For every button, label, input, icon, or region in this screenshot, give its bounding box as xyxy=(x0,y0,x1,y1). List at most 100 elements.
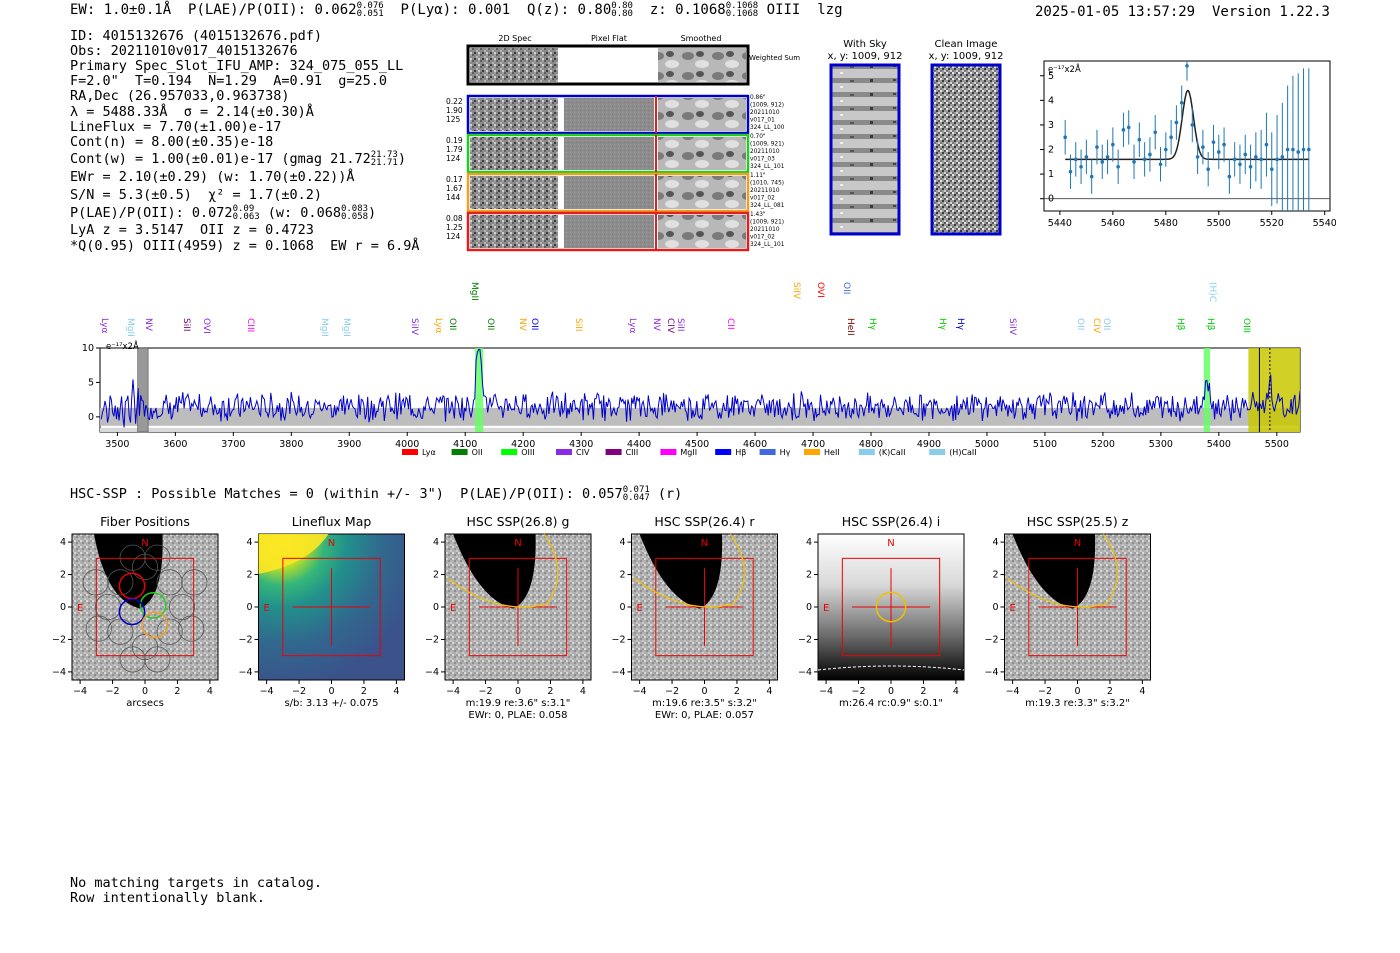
zoom-data-point xyxy=(1259,157,1263,162)
panel-y-tick-label: −4 xyxy=(798,667,812,678)
line-label: NV xyxy=(517,318,527,332)
panel-y-tick-label: 2 xyxy=(619,570,625,581)
zoom-data-point xyxy=(1185,64,1189,68)
legend-label: (K)CaII xyxy=(879,448,906,457)
ellipse-aperture xyxy=(446,533,559,608)
spectrum-x-tick-label: 4300 xyxy=(569,439,593,450)
image-panel: Lineflux Map N E −4 −4 −2 −2 0 0 2 2 4 4 s/b: 3.13 +/… xyxy=(238,514,405,709)
panel-x-tick-label: −4 xyxy=(446,686,460,697)
compass-north: N xyxy=(887,538,894,549)
line-label: Lyα xyxy=(99,318,109,334)
legend-swatch xyxy=(501,449,518,455)
panel-x-tick-label: 4 xyxy=(953,686,959,697)
with-sky-image xyxy=(829,63,901,236)
line-label: SiII xyxy=(675,318,685,332)
fiber-circle xyxy=(107,618,134,645)
legend-swatch xyxy=(858,449,875,455)
line-label: MgII xyxy=(341,318,351,337)
fiber-circle xyxy=(144,544,171,571)
panel-x-tick-label: 4 xyxy=(1139,686,1145,697)
zoom-data-point xyxy=(1084,155,1089,159)
cutout-smooth xyxy=(658,176,746,209)
panel-y-tick-label: 4 xyxy=(806,537,812,548)
zoom-data-point xyxy=(1089,174,1094,179)
cutout-meta: (1009, 921) xyxy=(750,142,784,148)
panel-title: HSC SSP(26.8) g xyxy=(467,514,570,529)
zoom-data-point xyxy=(1068,169,1073,174)
z-lo: 0.1068 xyxy=(725,9,759,19)
line-label: MgII xyxy=(319,318,329,337)
panel-x-tick-label: −4 xyxy=(73,686,87,697)
spectrum-x-tick-label: 5300 xyxy=(1149,439,1173,450)
cutout-stat: 125 xyxy=(446,115,461,124)
panel-x-tick-label: −2 xyxy=(106,686,120,697)
cutout-spec xyxy=(470,137,558,170)
spectrum-x-tick-label: 4700 xyxy=(801,439,825,450)
line-label: OII xyxy=(1101,318,1111,330)
line-label: Hβ xyxy=(1205,318,1215,331)
zoom-data-point xyxy=(1190,123,1195,127)
panel-x-tick-label: 4 xyxy=(580,686,586,697)
panel-y-tick-label: −2 xyxy=(52,634,66,645)
line-label: OII xyxy=(485,318,495,330)
legend-swatch xyxy=(556,449,572,455)
line-label: NV xyxy=(143,318,153,332)
info-radec: RA,Dec (26.957033,0.963738) xyxy=(70,88,290,104)
zoom-fit-chart: 5440 5460 5480 5500 5520 5540 0 1 2 3 4 5e⁻¹⁷x2Å xyxy=(1040,60,1336,229)
zoom-data-point xyxy=(1264,142,1269,147)
legend-label: Hγ xyxy=(780,448,791,457)
panel-y-tick-label: 2 xyxy=(60,570,66,581)
line-label: CIV xyxy=(665,318,675,334)
catalog-footer: No matching targets in catalog. Row inten… xyxy=(70,876,322,906)
zoom-y-tick-label: 1 xyxy=(1048,169,1054,180)
spectrum-trace xyxy=(100,348,1301,428)
legend-swatch xyxy=(715,449,732,455)
zoom-data-point xyxy=(1285,147,1290,152)
plae-hi: 0.076 xyxy=(356,1,384,11)
zoom-data-point xyxy=(1073,157,1078,162)
image-panel: HSC SSP(26.4) i N E −4 −4 −2 −2 0 0 2 2 4 4 m:26.4 rc… xyxy=(798,514,965,709)
aperture-box xyxy=(655,557,754,657)
image-panel: Fiber Positions N E −4 −4 −2 −2 0 0 2 2 4 4 arcsecs xyxy=(52,514,219,709)
panel-x-tick-label: −2 xyxy=(665,686,679,697)
fiber-circle xyxy=(178,615,205,642)
panel-y-tick-label: 4 xyxy=(60,537,66,548)
zoom-fit-line xyxy=(1065,89,1309,161)
zoom-data-point xyxy=(1307,147,1311,152)
spectrum-x-tick-label: 3900 xyxy=(337,439,361,450)
panel-x-tick-label: 0 xyxy=(888,686,894,697)
zoom-data-point xyxy=(1079,164,1083,169)
cutout-stat: 124 xyxy=(446,154,461,163)
compass-east: E xyxy=(450,603,456,614)
lineflux-peak xyxy=(258,534,329,574)
plae-lo: 0.051 xyxy=(356,9,384,19)
panel-y-tick-label: 0 xyxy=(806,602,812,613)
compass-north: N xyxy=(328,538,335,549)
zoom-data-point xyxy=(1254,155,1258,159)
spectrum-y-tick-label: 10 xyxy=(82,343,94,354)
fiber-circle xyxy=(119,646,146,673)
line-label: OIII xyxy=(1241,318,1251,333)
line-label: NV xyxy=(651,318,661,332)
cutout-stat: 0.08 xyxy=(446,214,463,223)
zoom-data-point xyxy=(1291,147,1295,152)
cutout-meta: 324_LL_101 xyxy=(750,242,785,248)
imaging-panels: Fiber Positions N E −4 −4 −2 −2 0 0 2 2 4 4 arcsecs Li… xyxy=(52,514,1151,721)
zoom-y-tick-label: 0 xyxy=(1048,194,1054,205)
sky-images: With Sky x, y: 1009, 912 Clean Image x, … xyxy=(828,39,1003,236)
panel-caption: arcsecs xyxy=(126,698,164,709)
line-label: OVI xyxy=(201,318,211,334)
zoom-x-tick-label: 5540 xyxy=(1313,218,1336,229)
zoom-data-point xyxy=(1201,145,1205,149)
aperture-box xyxy=(468,557,568,657)
cutout-meta: 324_LL_101 xyxy=(750,164,785,170)
info-lineflux: LineFlux = 7.70(±1.00)e-17 xyxy=(70,119,282,135)
qz-lo: 0.80 xyxy=(611,9,633,19)
cutout-smooth xyxy=(658,98,746,131)
panel-y-tick-label: −2 xyxy=(425,634,439,645)
spectrum-x-tick-label: 5000 xyxy=(975,439,999,450)
panel-x-tick-label: −4 xyxy=(1006,686,1020,697)
zoom-data-point xyxy=(1164,147,1168,152)
